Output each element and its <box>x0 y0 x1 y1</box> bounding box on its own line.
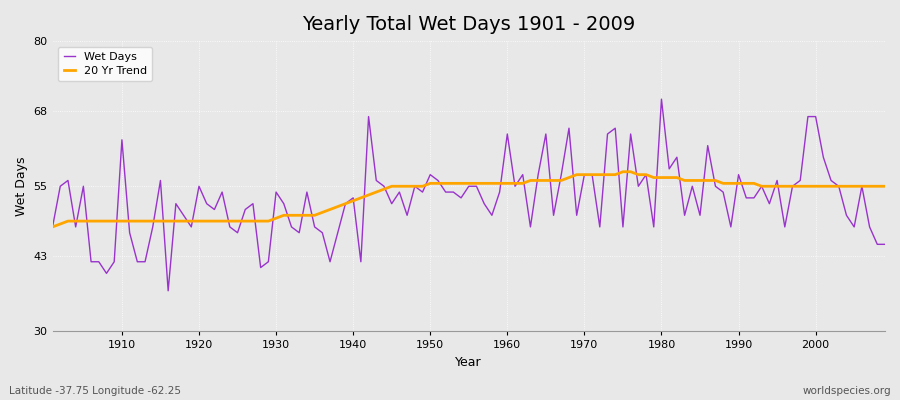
20 Yr Trend <box>109 219 120 224</box>
20 Yr Trend <box>617 169 628 174</box>
Wet Days <box>286 224 297 229</box>
Title: Yearly Total Wet Days 1901 - 2009: Yearly Total Wet Days 1901 - 2009 <box>302 15 635 34</box>
20 Yr Trend <box>594 172 605 177</box>
Wet Days <box>509 184 520 189</box>
Wet Days <box>502 132 513 136</box>
20 Yr Trend <box>879 184 890 189</box>
Line: Wet Days: Wet Days <box>52 99 885 291</box>
20 Yr Trend <box>278 213 289 218</box>
20 Yr Trend <box>325 207 336 212</box>
X-axis label: Year: Year <box>455 356 482 369</box>
Wet Days <box>879 242 890 247</box>
20 Yr Trend <box>502 181 513 186</box>
Y-axis label: Wet Days: Wet Days <box>15 156 28 216</box>
Text: worldspecies.org: worldspecies.org <box>803 386 891 396</box>
Line: 20 Yr Trend: 20 Yr Trend <box>52 172 885 227</box>
Text: Latitude -37.75 Longitude -62.25: Latitude -37.75 Longitude -62.25 <box>9 386 181 396</box>
Wet Days <box>163 288 174 293</box>
Wet Days <box>602 132 613 136</box>
Wet Days <box>656 97 667 102</box>
Wet Days <box>332 230 343 235</box>
20 Yr Trend <box>47 224 58 229</box>
20 Yr Trend <box>494 181 505 186</box>
Wet Days <box>109 259 120 264</box>
Wet Days <box>47 224 58 229</box>
Legend: Wet Days, 20 Yr Trend: Wet Days, 20 Yr Trend <box>58 47 152 81</box>
